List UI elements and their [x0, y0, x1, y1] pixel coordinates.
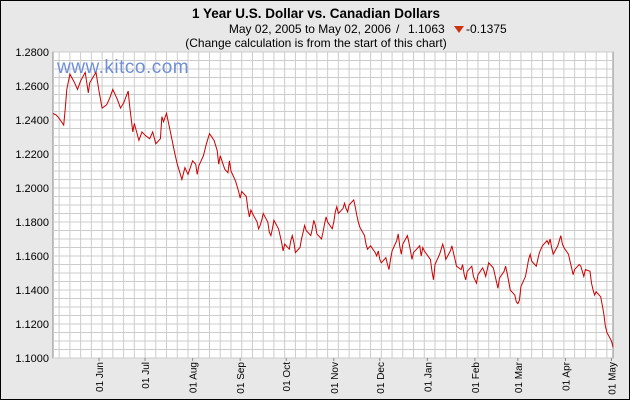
series-line-usd-cad	[52, 70, 614, 348]
y-tick-label-1: 1.1200	[15, 319, 49, 331]
y-axis-ticks: 1.1000 1.1200 1.1400 1.1600 1.1800 1.2000 1.22…	[15, 47, 49, 365]
x-tick-label-9: 01 Mar	[514, 361, 525, 393]
chart-title: 1 Year U.S. Dollar vs. Canadian Dollars	[192, 6, 440, 21]
x-tick-label-7: 01 Jan	[423, 362, 434, 392]
y-tick-label-9: 1.2800	[15, 47, 49, 59]
date-range-text: May 02, 2005 to May 02, 2006	[229, 22, 391, 36]
y-tick-label-8: 1.2600	[15, 81, 49, 93]
x-tick-label-10: 01 Apr	[561, 361, 572, 391]
grid-lines	[53, 51, 613, 359]
x-tick-label-4: 01 Oct	[282, 362, 293, 392]
y-tick-label-6: 1.2200	[15, 149, 49, 161]
change-value-text: -0.1375	[466, 22, 507, 36]
y-tick-label-2: 1.1400	[15, 285, 49, 297]
down-triangle-icon	[454, 26, 464, 33]
x-tick-label-3: 01 Sep	[236, 362, 247, 394]
x-tick-label-5: 01 Nov	[330, 362, 341, 394]
x-tick-label-6: 01 Dec	[376, 362, 387, 394]
y-tick-label-4: 1.1800	[15, 217, 49, 229]
range-separator: /	[396, 22, 400, 36]
x-tick-label-2: 01 Aug	[189, 362, 200, 393]
last-value-text: 1.1063	[408, 22, 445, 36]
x-tick-label-8: 01 Feb	[471, 362, 482, 394]
change-note-text: (Change calculation is from the start of…	[185, 36, 446, 50]
kitco-watermark: www.kitco.com	[56, 57, 189, 78]
x-tick-label-0: 01 Jun	[95, 362, 106, 392]
y-tick-label-7: 1.2400	[15, 115, 49, 127]
x-tick-label-1: 01 Jul	[141, 362, 152, 389]
x-axis-ticks: 01 Jun 01 Jul 01 Aug 01 Sep 01 Oct 01 Nov 01 D…	[95, 358, 618, 395]
y-tick-label-5: 1.2000	[15, 183, 49, 195]
y-tick-label-3: 1.1600	[15, 251, 49, 263]
y-tick-label-0: 1.1000	[15, 353, 49, 365]
x-tick-label-11: 01 May	[607, 362, 618, 395]
